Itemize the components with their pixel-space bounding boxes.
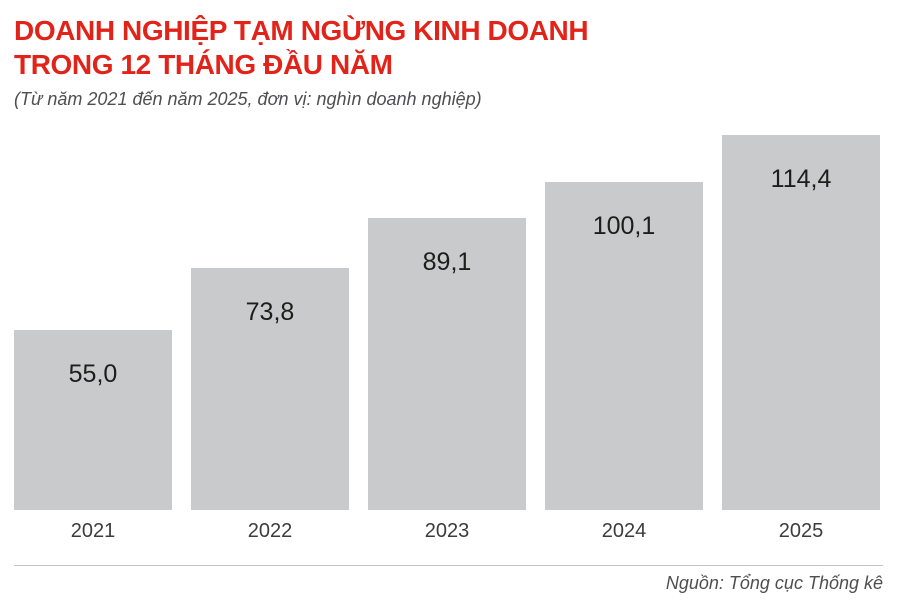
bar-column-2021: 55,0 [14,130,172,510]
chart-subtitle: (Từ năm 2021 đến năm 2025, đơn vị: nghìn… [14,89,482,109]
footer-divider [14,565,883,566]
bar-2025: 114,4 [722,135,880,510]
x-axis-label-2022: 2022 [247,520,293,542]
x-axis-label-2023: 2023 [424,520,470,542]
bar-2021: 55,0 [14,330,172,510]
bar-2023: 89,1 [368,218,526,510]
bar-value-label-2024: 100,1 [592,212,656,240]
x-axis-label-2025: 2025 [778,520,824,542]
bar-2022: 73,8 [191,268,349,510]
bar-column-2025: 114,4 [722,130,880,510]
chart-title-line-2: TRONG 12 THÁNG ĐẦU NĂM [14,49,393,80]
source-credit: Nguồn: Tổng cục Thống kê [665,573,883,593]
x-axis: 2021 2022 2023 2024 2025 [14,520,880,543]
bar-column-2024: 100,1 [545,130,703,510]
plot-area: 55,0 73,8 89,1 100,1 114,4 [14,130,880,510]
chart-title-line-1: DOANH NGHIỆP TẠM NGỪNG KINH DOANH [14,15,589,46]
bar-value-label-2023: 89,1 [422,248,472,276]
bar-value-label-2022: 73,8 [245,298,295,326]
bar-2024: 100,1 [545,182,703,510]
chart-header: DOANH NGHIỆP TẠM NGỪNG KINH DOANH TRONG … [14,14,874,110]
bar-value-label-2021: 55,0 [68,360,118,388]
x-axis-label-2021: 2021 [70,520,116,542]
x-axis-label-2024: 2024 [601,520,647,542]
bar-column-2022: 73,8 [191,130,349,510]
bar-column-2023: 89,1 [368,130,526,510]
bar-value-label-2025: 114,4 [770,165,832,193]
